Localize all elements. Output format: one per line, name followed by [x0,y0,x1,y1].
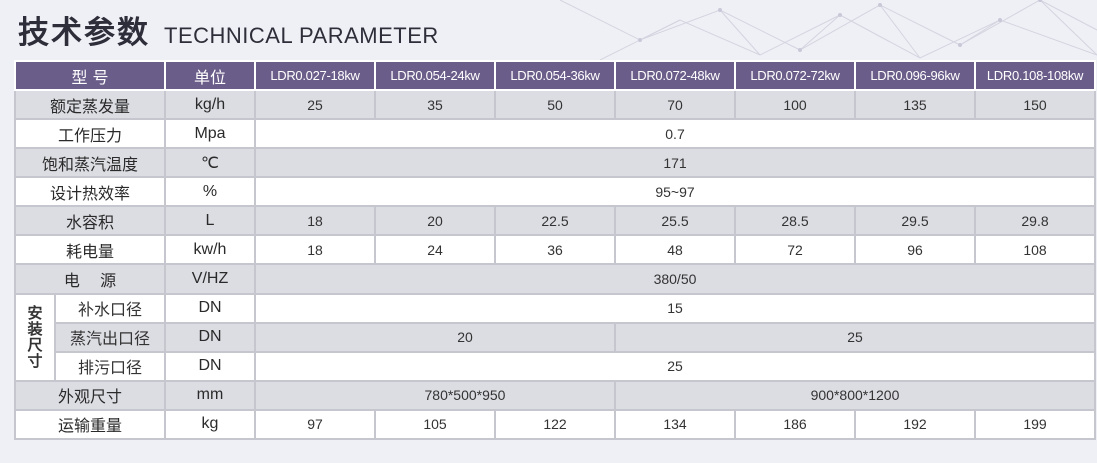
table-cell-merged: 171 [254,147,1096,179]
header-model: LDR0.054-24kw [374,59,496,92]
table-row-water-inlet: 安 装 尺 寸 补水口径 DN 15 [14,292,1096,382]
table-cell-merged: 900*800*1200 [614,379,1096,411]
table-cell: 96 [854,234,976,266]
table-cell: 25 [254,89,376,121]
row-label: 水容积 [14,205,166,237]
row-unit: Mpa [164,118,256,150]
row-unit: % [164,176,256,208]
parameter-table: 型 号 单位 LDR0.027-18kw LDR0.054-24kw LDR0.… [14,59,1096,441]
table-cell: 35 [374,89,496,121]
table-cell: 135 [854,89,976,121]
table-cell: 122 [494,408,616,441]
table-cell: 50 [494,89,616,121]
row-label: 外观尺寸 [14,379,166,411]
row-unit: mm [164,379,256,411]
table-cell: 186 [734,408,856,441]
table-cell-merged: 0.7 [254,118,1096,150]
table-cell: 29.8 [974,205,1096,237]
row-label: 饱和蒸汽温度 [14,147,166,179]
table-cell: 100 [734,89,856,121]
row-unit: DN [164,321,256,353]
table-header-row: 型 号 单位 LDR0.027-18kw LDR0.054-24kw LDR0.… [14,59,1096,92]
table-cell: 105 [374,408,496,441]
row-unit: kg/h [164,89,256,121]
header-model-label: 型 号 [14,59,166,92]
row-label: 电 源 [14,263,166,295]
header-model: LDR0.054-36kw [494,59,616,92]
table-cell: 28.5 [734,205,856,237]
row-unit: DN [164,350,256,382]
row-label: 设计热效率 [14,176,166,208]
header-model: LDR0.108-108kw [974,59,1096,92]
table-cell-merged: 380/50 [254,263,1096,295]
table-cell: 48 [614,234,736,266]
row-label: 蒸汽出口径 [54,321,166,353]
table-cell: 20 [374,205,496,237]
table-cell: 70 [614,89,736,121]
table-row-weight: 运输重量 kg 97 105 122 134 186 192 199 [14,408,1096,441]
table-row-temperature: 饱和蒸汽温度 ℃ 171 [14,147,1096,179]
header-model: LDR0.096-96kw [854,59,976,92]
row-label: 额定蒸发量 [14,89,166,121]
table-row-efficiency: 设计热效率 % 95~97 [14,176,1096,208]
row-label: 工作压力 [14,118,166,150]
table-cell: 29.5 [854,205,976,237]
table-cell: 22.5 [494,205,616,237]
table-row-pressure: 工作压力 Mpa 0.7 [14,118,1096,150]
row-unit: L [164,205,256,237]
table-row-water-volume: 水容积 L 18 20 22.5 25.5 28.5 29.5 29.8 [14,205,1096,237]
page-header: 技术参数 TECHNICAL PARAMETER [18,10,439,52]
table-row-steam: 额定蒸发量 kg/h 25 35 50 70 100 135 150 [14,89,1096,121]
row-label: 补水口径 [54,292,166,324]
table-cell-merged: 25 [614,321,1096,353]
table-row-power: 耗电量 kw/h 18 24 36 48 72 96 108 [14,234,1096,266]
table-cell: 36 [494,234,616,266]
install-size-group-label: 安 装 尺 寸 [14,292,56,382]
table-cell-merged: 25 [254,350,1096,382]
table-cell: 150 [974,89,1096,121]
table-row-dimensions: 外观尺寸 mm 780*500*950 900*800*1200 [14,379,1096,411]
table-cell-merged: 20 [254,321,616,353]
row-unit: ℃ [164,147,256,179]
table-cell: 24 [374,234,496,266]
table-row-steam-outlet: 蒸汽出口径 DN 20 25 [15,321,1096,353]
row-unit: kg [164,408,256,441]
table-cell: 192 [854,408,976,441]
table-cell-merged: 15 [254,292,1096,324]
page-subtitle: TECHNICAL PARAMETER [164,23,439,48]
row-label: 运输重量 [14,408,166,441]
table-cell: 72 [734,234,856,266]
table-cell-merged: 780*500*950 [254,379,616,411]
table-row-power-supply: 电 源 V/HZ 380/50 [14,263,1096,295]
table-cell: 108 [974,234,1096,266]
table-cell: 199 [974,408,1096,441]
page-title: 技术参数 [18,15,150,51]
header-unit-label: 单位 [164,59,256,92]
header-model: LDR0.072-48kw [614,59,736,92]
table-cell-merged: 95~97 [254,176,1096,208]
row-label: 排污口径 [54,350,166,382]
table-cell: 134 [614,408,736,441]
table-cell: 97 [254,408,376,441]
table-cell: 18 [254,205,376,237]
table-row-drain: 排污口径 DN 25 [15,350,1096,382]
table-cell: 18 [254,234,376,266]
row-unit: kw/h [164,234,256,266]
table-cell: 25.5 [614,205,736,237]
row-label: 耗电量 [14,234,166,266]
header-model: LDR0.072-72kw [734,59,856,92]
header-model: LDR0.027-18kw [254,59,376,92]
row-unit: DN [164,292,256,324]
row-unit: V/HZ [164,263,256,295]
